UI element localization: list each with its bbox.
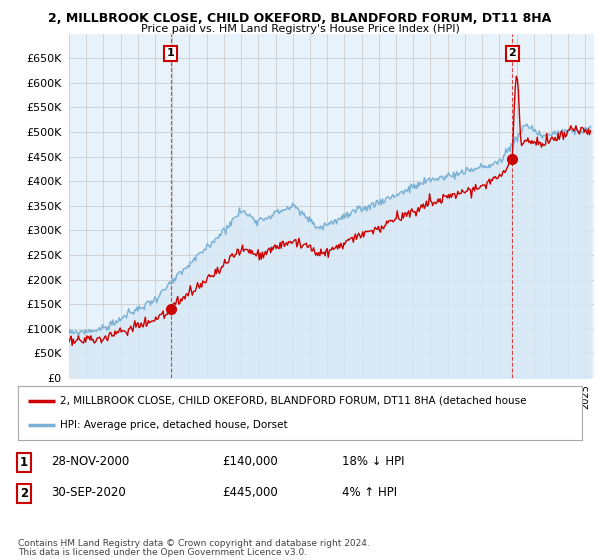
Text: 18% ↓ HPI: 18% ↓ HPI: [342, 455, 404, 468]
Text: 1: 1: [20, 456, 28, 469]
Text: 1: 1: [167, 48, 175, 58]
Text: 2, MILLBROOK CLOSE, CHILD OKEFORD, BLANDFORD FORUM, DT11 8HA (detached house: 2, MILLBROOK CLOSE, CHILD OKEFORD, BLAND…: [60, 396, 527, 406]
Text: 4% ↑ HPI: 4% ↑ HPI: [342, 486, 397, 499]
Text: Contains HM Land Registry data © Crown copyright and database right 2024.: Contains HM Land Registry data © Crown c…: [18, 539, 370, 548]
Text: Price paid vs. HM Land Registry's House Price Index (HPI): Price paid vs. HM Land Registry's House …: [140, 24, 460, 34]
Text: 28-NOV-2000: 28-NOV-2000: [51, 455, 129, 468]
Text: £445,000: £445,000: [222, 486, 278, 499]
Text: 30-SEP-2020: 30-SEP-2020: [51, 486, 126, 499]
Text: This data is licensed under the Open Government Licence v3.0.: This data is licensed under the Open Gov…: [18, 548, 307, 557]
Text: £140,000: £140,000: [222, 455, 278, 468]
Text: HPI: Average price, detached house, Dorset: HPI: Average price, detached house, Dors…: [60, 420, 288, 430]
Text: 2: 2: [508, 48, 516, 58]
Text: 2, MILLBROOK CLOSE, CHILD OKEFORD, BLANDFORD FORUM, DT11 8HA: 2, MILLBROOK CLOSE, CHILD OKEFORD, BLAND…: [49, 12, 551, 25]
Text: 2: 2: [20, 487, 28, 500]
